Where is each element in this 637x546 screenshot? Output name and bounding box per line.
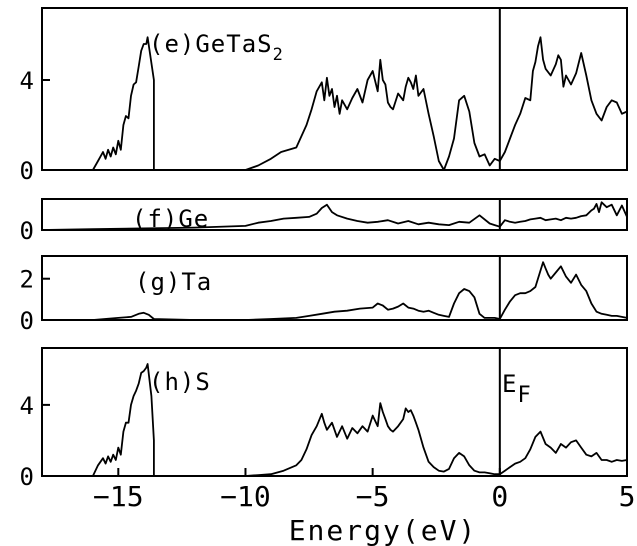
panel-label: (e)GeTaS2 (149, 30, 284, 65)
panel-frame (41, 198, 628, 231)
dos-curve (41, 201, 628, 231)
x-tick-label: 0 (491, 480, 508, 513)
y-tick-label: 0 (20, 307, 34, 335)
x-tick-label: −10 (220, 480, 271, 513)
panel-frame (41, 347, 628, 477)
panel-label: (g)Ta (135, 268, 212, 296)
panel-label: (f)Ge (132, 205, 209, 233)
dos-curve (92, 363, 628, 477)
y-tick-label: 0 (20, 217, 34, 245)
y-tick-label: 4 (20, 67, 34, 95)
panel-label-subscript: 2 (273, 45, 284, 65)
dos-curve (92, 36, 628, 171)
y-tick-label: 2 (20, 266, 34, 294)
panel-frame (41, 255, 628, 321)
x-tick-label: −5 (356, 480, 390, 513)
x-axis-title: Energy(eV) (289, 514, 478, 546)
y-tick-label: 0 (20, 463, 34, 491)
panel-frame (41, 7, 628, 171)
panel-4: 0 4 −15 −10 −5 0 5 (h)S (20, 347, 636, 513)
panel-1: 0 4 (e)GeTaS2 (20, 7, 628, 185)
panel-3: 0 2 (g)Ta (20, 255, 628, 335)
fermi-level-label: EF (502, 370, 532, 408)
y-tick-label: 0 (20, 157, 34, 185)
y-tick-label: 4 (20, 392, 34, 420)
dos-curve (41, 261, 628, 321)
panel-label: (h)S (149, 368, 211, 396)
x-tick-label: 5 (619, 480, 636, 513)
fermi-level-label-subscript: F (517, 383, 531, 408)
x-tick-label: −15 (93, 480, 144, 513)
panel-2: 0 (f)Ge (20, 198, 628, 245)
